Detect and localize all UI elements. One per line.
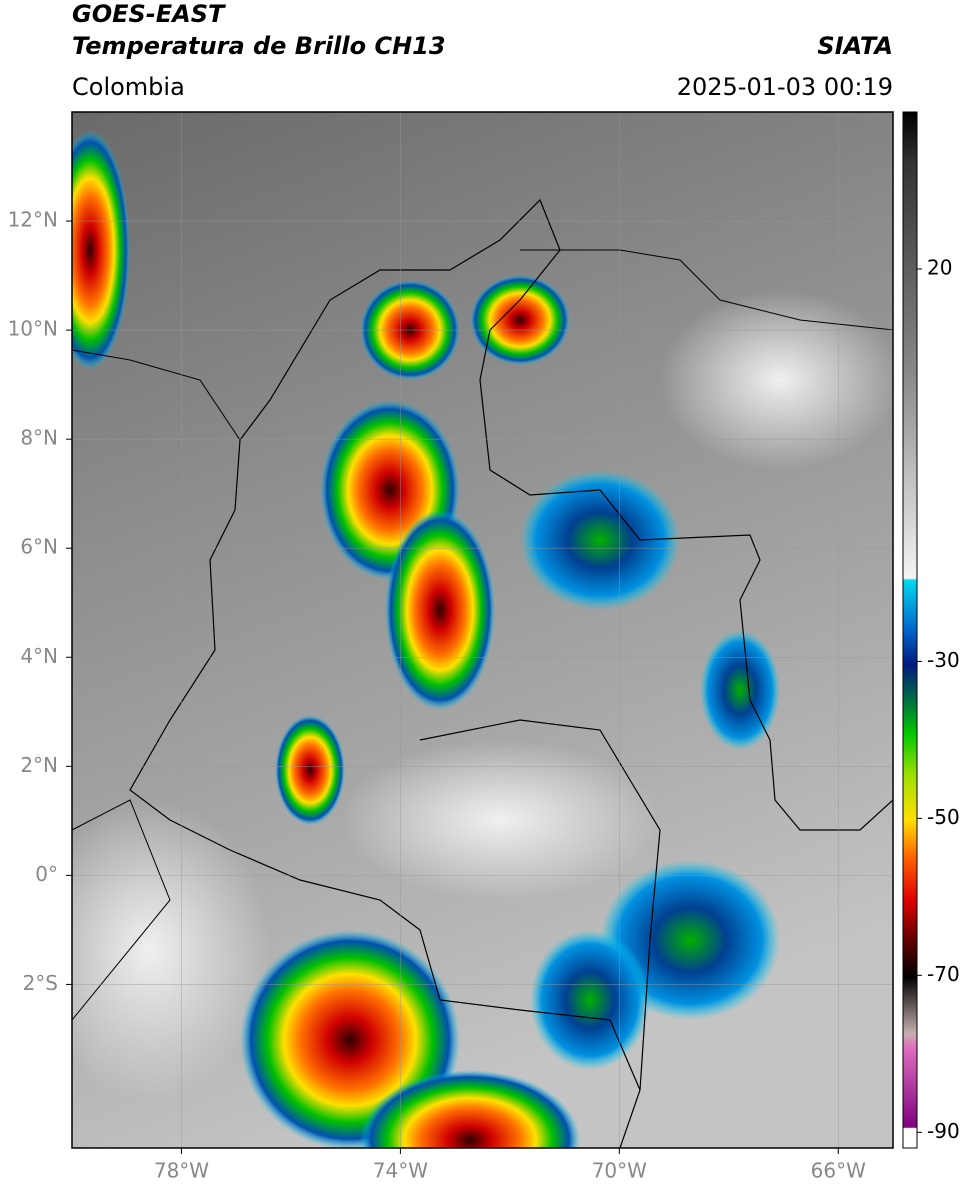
region: Colombia [72,73,185,101]
imagery [72,112,893,1148]
storm [470,275,570,365]
colorbar-label: -30 [927,648,960,672]
datetime: 2025-01-03 00:19 [677,73,893,101]
lat-label: 0° [35,862,58,886]
product-title: Temperatura de Brillo CH13 [72,32,446,60]
colorbar-label: 20 [927,255,952,279]
coast [72,349,241,441]
border [239,198,893,831]
cold-cloud [520,470,680,610]
lon-label: 66°W [811,1159,866,1183]
lat-label: 2°S [23,971,58,995]
lat-label: 6°N [20,535,58,559]
colorbar [902,111,918,1149]
storm [360,1070,580,1148]
cloud [660,290,893,470]
storm [275,715,345,825]
cloud [72,800,270,1100]
lon-label: 70°W [592,1159,647,1183]
colorbar-label: -70 [927,962,960,986]
coast [72,799,171,1021]
lat-label: 8°N [20,426,58,450]
lat-label: 4°N [20,644,58,668]
storm [385,510,495,710]
colorbar-label: -50 [927,805,960,829]
cold-cloud [700,630,780,750]
source: SIATA [817,32,893,60]
cloud [340,740,660,900]
lat-label: 12°N [8,208,58,232]
border [129,439,641,1148]
lat-label: 2°N [20,753,58,777]
lat-label: 10°N [8,317,58,341]
satellite-title: GOES-EAST [72,0,226,28]
storm [72,130,130,370]
cold-cloud [530,930,650,1070]
colorbar-label: -90 [927,1119,960,1143]
grid [72,112,893,1148]
lon-label: 74°W [373,1159,428,1183]
lon-label: 78°W [154,1159,209,1183]
map-frame [71,111,894,1149]
border [419,719,661,1091]
coast [520,249,893,331]
